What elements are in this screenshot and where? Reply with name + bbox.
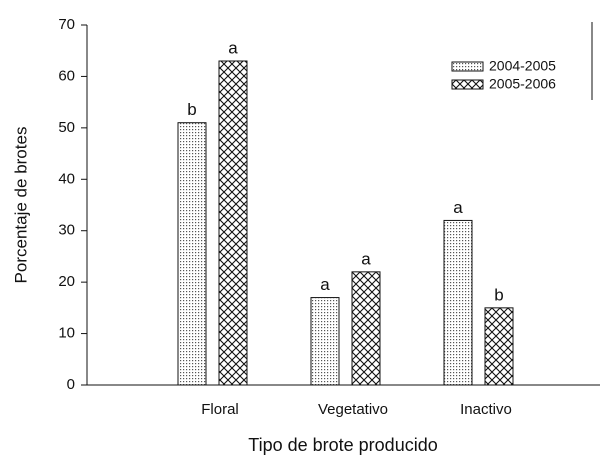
bar [310, 297, 340, 386]
y-tick-label: 40 [58, 170, 75, 187]
x-tick-label: Floral [201, 401, 239, 418]
y-axis-title: Porcentaje de brotes [11, 127, 30, 284]
y-tick-label: 70 [58, 16, 75, 33]
y-tick-label: 30 [58, 222, 75, 239]
bar [218, 60, 248, 386]
y-tick-label: 10 [58, 325, 75, 342]
legend-label: 2005-2006 [489, 76, 556, 92]
significance-letter: b [187, 100, 196, 119]
x-tick-label: Vegetativo [318, 401, 388, 418]
legend-label: 2004-2005 [489, 58, 556, 74]
significance-letter: a [361, 249, 371, 268]
bar [351, 271, 381, 386]
bar [177, 122, 207, 386]
significance-letter: a [320, 275, 330, 294]
legend-swatch [451, 61, 484, 72]
x-tick-label: Inactivo [460, 401, 512, 418]
bar [484, 307, 514, 386]
y-tick-label: 0 [67, 376, 75, 393]
legend-swatch [451, 79, 484, 90]
significance-letter: a [228, 38, 238, 57]
significance-letter: a [453, 198, 463, 217]
y-tick-label: 50 [58, 119, 75, 136]
bar [443, 219, 473, 386]
y-tick-label: 20 [58, 273, 75, 290]
y-tick-label: 60 [58, 67, 75, 84]
significance-letter: b [494, 285, 503, 304]
x-axis-title: Tipo de brote producido [248, 435, 437, 455]
